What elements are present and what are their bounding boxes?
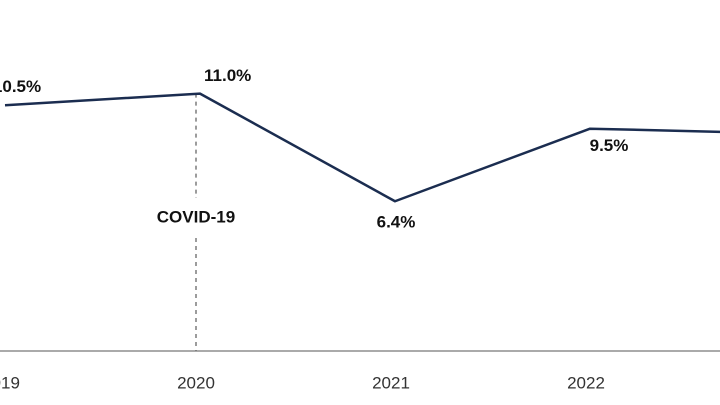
value-label: 11.0% xyxy=(204,66,251,85)
x-tick-label: 2020 xyxy=(177,373,215,392)
x-tick-label: 2019 xyxy=(0,373,20,392)
annotation-label: COVID-19 xyxy=(157,207,235,226)
line xyxy=(4,92,720,203)
value-label: 10.5% xyxy=(0,77,41,96)
value-label: 6.4% xyxy=(377,213,416,232)
value-label: 9.5% xyxy=(590,136,629,155)
x-tick-label: 2022 xyxy=(567,373,605,392)
x-tick-label: 2021 xyxy=(372,373,410,392)
